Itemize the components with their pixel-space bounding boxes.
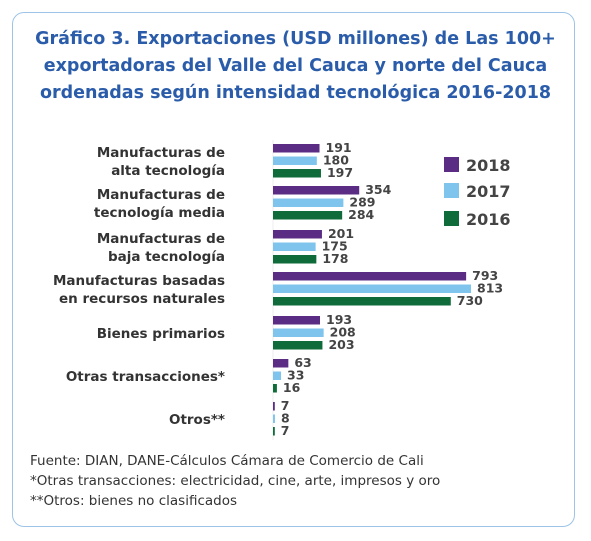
bar-2018 bbox=[273, 402, 275, 411]
data-label: 201 bbox=[328, 226, 354, 241]
category-label: Manufacturas basadas bbox=[53, 273, 225, 289]
data-label: 354 bbox=[365, 182, 391, 197]
bar-2018 bbox=[273, 359, 289, 368]
bar-2016 bbox=[273, 297, 451, 306]
chart-title-line-2: exportadoras del Valle del Cauca y norte… bbox=[43, 56, 548, 76]
legend-label: 2018 bbox=[466, 156, 511, 175]
bar-2017 bbox=[273, 328, 324, 337]
bar-2017 bbox=[273, 156, 317, 165]
bar-2017 bbox=[273, 198, 344, 207]
chart-title: Gráfico 3. Exportaciones (USD millones) … bbox=[20, 26, 571, 107]
category-label: Manufacturas de bbox=[97, 145, 225, 161]
legend-swatch-2016 bbox=[444, 211, 459, 226]
bar-2018 bbox=[273, 144, 320, 153]
data-label: 178 bbox=[322, 251, 348, 266]
bar-2017 bbox=[273, 371, 282, 380]
data-label: 63 bbox=[294, 355, 311, 370]
category-label: tecnología media bbox=[94, 205, 225, 221]
chart-title-line-1: Gráfico 3. Exportaciones (USD millones) … bbox=[35, 29, 556, 49]
footnote-other-transactions: *Otras transacciones: electricidad, cine… bbox=[30, 473, 441, 489]
legend-swatch-2018 bbox=[444, 157, 459, 172]
bar-2016 bbox=[273, 384, 277, 393]
legend-label: 2016 bbox=[466, 210, 511, 229]
data-label: 208 bbox=[330, 325, 356, 340]
bar-2018 bbox=[273, 272, 467, 281]
bar-2017 bbox=[273, 242, 316, 251]
data-label: 191 bbox=[326, 140, 352, 155]
category-label: Manufacturas de bbox=[97, 231, 225, 247]
bar-2016 bbox=[273, 211, 343, 220]
data-label: 793 bbox=[472, 268, 498, 283]
data-label: 730 bbox=[457, 293, 483, 308]
data-label: 8 bbox=[281, 411, 290, 426]
bar-2016 bbox=[273, 341, 323, 350]
chart-card bbox=[12, 12, 575, 527]
data-label: 175 bbox=[322, 239, 348, 254]
data-label: 180 bbox=[323, 153, 349, 168]
bar-2017 bbox=[273, 284, 471, 293]
data-label: 197 bbox=[327, 165, 353, 180]
data-label: 193 bbox=[326, 312, 352, 327]
chart-notes: Fuente: DIAN, DANE-Cálculos Cámara de Co… bbox=[30, 451, 570, 511]
bar-2016 bbox=[273, 169, 321, 178]
data-label: 7 bbox=[281, 423, 290, 438]
bar-2018 bbox=[273, 186, 360, 195]
data-label: 203 bbox=[328, 337, 354, 352]
category-label: Bienes primarios bbox=[97, 326, 225, 342]
category-label: en recursos naturales bbox=[59, 291, 225, 307]
category-label: baja tecnología bbox=[108, 249, 225, 265]
data-label: 813 bbox=[477, 281, 503, 296]
bar-2016 bbox=[273, 255, 317, 264]
data-label: 7 bbox=[281, 398, 290, 413]
legend-label: 2017 bbox=[466, 182, 511, 201]
bar-2018 bbox=[273, 230, 322, 239]
footnote-others: **Otros: bienes no clasificados bbox=[30, 493, 238, 509]
category-label: Otros** bbox=[169, 412, 225, 428]
category-label: Otras transacciones* bbox=[66, 369, 225, 385]
source-note: Fuente: DIAN, DANE-Cálculos Cámara de Co… bbox=[30, 453, 424, 469]
legend-swatch-2017 bbox=[444, 183, 459, 198]
category-label: Manufacturas de bbox=[97, 187, 225, 203]
chart-title-line-3: ordenadas según intensidad tecnológica 2… bbox=[39, 83, 552, 103]
data-label: 16 bbox=[283, 380, 301, 395]
data-label: 33 bbox=[287, 368, 304, 383]
data-label: 289 bbox=[349, 195, 375, 210]
bar-2018 bbox=[273, 316, 321, 325]
bar-2017 bbox=[273, 414, 275, 423]
data-label: 284 bbox=[348, 207, 374, 222]
bar-2016 bbox=[273, 427, 275, 436]
category-label: alta tecnología bbox=[111, 163, 225, 179]
